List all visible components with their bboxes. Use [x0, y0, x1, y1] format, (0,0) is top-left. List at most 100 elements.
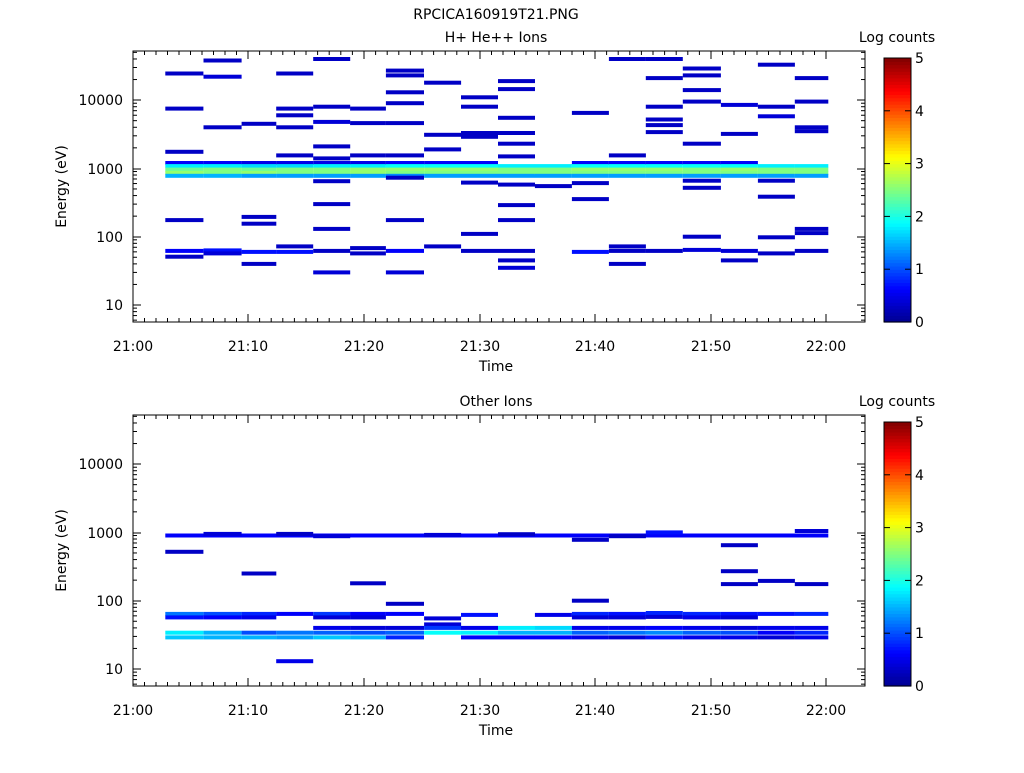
colorbar-segment: [884, 537, 911, 542]
colorbar-segment: [884, 120, 911, 125]
colorbar-segment: [884, 74, 911, 79]
colorbar-frame: [883, 57, 912, 323]
heatmap-cell: [461, 167, 498, 172]
heatmap-cell: [276, 244, 314, 249]
heatmap-cell: [313, 144, 351, 149]
heatmap-cell: [203, 630, 242, 635]
heatmap-cell: [794, 76, 829, 81]
colorbar-segment: [884, 524, 911, 529]
heatmap-cell: [385, 167, 424, 172]
colorbar-segment: [884, 613, 911, 618]
heatmap-cell: [461, 95, 498, 100]
heatmap-cell: [720, 248, 758, 253]
colorbar-segment: [884, 143, 911, 148]
colorbar-segment: [884, 153, 911, 158]
heatmap-cell: [645, 161, 683, 165]
heatmap-cell: [276, 531, 314, 536]
heatmap-cell: [276, 125, 314, 130]
y-axis-label: Energy (eV): [54, 145, 70, 228]
heatmap-cell: [682, 625, 721, 630]
heatmap-cell: [498, 532, 535, 537]
colorbar-segment: [884, 289, 911, 293]
heatmap-cell: [682, 247, 721, 252]
colorbar-segment: [884, 173, 911, 178]
heatmap-cell: [571, 110, 609, 115]
plot-frame: [132, 50, 866, 323]
heatmap-cell: [424, 625, 462, 630]
heatmap-cell: [498, 625, 535, 630]
heatmap-cell: [498, 115, 535, 120]
heatmap-cell: [608, 173, 646, 178]
heatmap-cell: [385, 164, 424, 169]
heatmap-cell: [424, 622, 462, 627]
colorbar-segment: [884, 672, 911, 677]
heatmap-cell: [720, 170, 758, 175]
heatmap-cell: [608, 153, 646, 158]
colorbar-segment: [884, 256, 911, 260]
y-tick-label: 10000: [78, 93, 123, 109]
heatmap-cell: [313, 248, 351, 253]
heatmap-cell: [461, 104, 498, 109]
heatmap-cell: [498, 182, 535, 187]
colorbar-segment: [884, 302, 911, 307]
x-tick-label: 21:40: [575, 703, 615, 719]
heatmap-cell: [794, 226, 829, 231]
heatmap-cell: [165, 611, 204, 616]
heatmap-cell: [203, 125, 242, 130]
x-tick-label: 22:00: [806, 339, 846, 355]
heatmap-cell: [608, 57, 646, 61]
colorbar-segment: [884, 272, 911, 277]
heatmap-cell: [385, 73, 424, 78]
heatmap-cell: [720, 102, 758, 107]
heatmap-cell: [720, 173, 758, 178]
heatmap-cell: [385, 90, 424, 95]
heatmap-cell: [645, 248, 683, 253]
heatmap-cell: [682, 141, 721, 146]
colorbar-segment: [884, 570, 911, 575]
heatmap-cell: [645, 173, 683, 178]
heatmap-cell: [645, 170, 683, 175]
colorbar-segment: [884, 646, 911, 651]
colorbar-segment: [884, 249, 911, 254]
heatmap-cell: [498, 154, 535, 159]
heatmap-cell: [424, 532, 462, 537]
colorbar-segment: [884, 229, 911, 234]
heatmap-cell: [498, 141, 535, 146]
heatmap-cell: [682, 99, 721, 104]
colorbar-label: Log counts: [859, 30, 935, 46]
heatmap-cell: [350, 611, 386, 616]
heatmap-cell: [203, 251, 242, 256]
heatmap-cell: [165, 106, 204, 111]
colorbar-segment: [884, 203, 911, 208]
colorbar-segment: [884, 511, 911, 515]
heatmap-cell: [498, 167, 535, 172]
heatmap-cell: [350, 246, 386, 251]
colorbar-segment: [884, 298, 911, 303]
heatmap-cell: [350, 173, 386, 178]
heatmap-cell: [571, 181, 609, 186]
heatmap-cell: [571, 598, 609, 603]
heatmap-cell: [424, 630, 462, 635]
y-ticks: 10 100 1000 10000: [78, 415, 865, 685]
colorbar-segment: [884, 166, 911, 171]
heatmap-cell: [682, 164, 721, 169]
colorbar-segment: [884, 114, 911, 118]
heatmap-cell: [203, 164, 242, 169]
colorbar-segment: [884, 682, 911, 687]
colorbar-segment: [884, 580, 911, 585]
colorbar-segment: [884, 441, 911, 446]
heatmap-cell: [608, 161, 646, 165]
heatmap-cell: [498, 79, 535, 84]
heatmap-cell: [794, 167, 829, 172]
heatmap-cell: [757, 625, 795, 630]
heatmap-cell: [682, 173, 721, 178]
heatmap-cell: [241, 170, 277, 175]
colorbar-segment: [884, 587, 911, 591]
colorbar-segment: [884, 448, 911, 453]
heatmap-cell: [571, 164, 609, 169]
heatmap-cell: [794, 129, 829, 134]
heatmap-cell: [794, 529, 829, 533]
heatmap-cell: [682, 161, 721, 165]
heatmap-cell: [757, 235, 795, 240]
